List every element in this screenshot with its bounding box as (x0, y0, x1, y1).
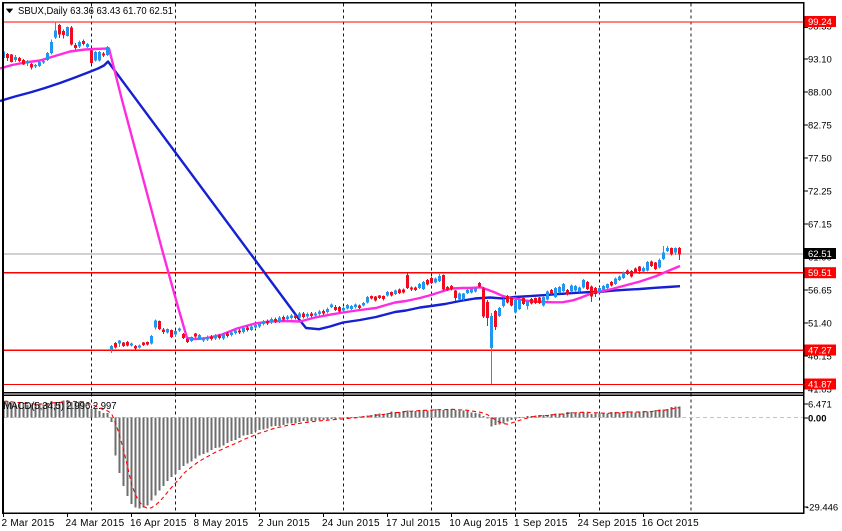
svg-text:10 Aug 2015: 10 Aug 2015 (449, 518, 508, 529)
svg-text:67.15: 67.15 (808, 219, 832, 230)
svg-text:98.35: 98.35 (808, 22, 832, 33)
svg-text:59.51: 59.51 (808, 268, 832, 279)
svg-text:77.50: 77.50 (808, 153, 832, 164)
svg-text:56.65: 56.65 (808, 285, 832, 296)
svg-text:0.00: 0.00 (808, 413, 827, 424)
svg-text:72.25: 72.25 (808, 186, 832, 197)
svg-text:MACD(5,34,5) 2.996 2.997: MACD(5,34,5) 2.996 2.997 (4, 401, 117, 412)
svg-text:-29.446: -29.446 (806, 502, 838, 513)
svg-text:17 Jul 2015: 17 Jul 2015 (386, 518, 441, 529)
svg-text:41.05: 41.05 (808, 384, 832, 395)
svg-text:1 Sep 2015: 1 Sep 2015 (514, 518, 568, 529)
svg-text:24 Sep 2015: 24 Sep 2015 (578, 518, 638, 529)
svg-text:99.24: 99.24 (808, 17, 832, 28)
svg-text:51.40: 51.40 (808, 318, 832, 329)
svg-text:93.10: 93.10 (808, 54, 832, 65)
svg-text:6.471: 6.471 (808, 399, 832, 410)
svg-text:SBUX,Daily 63.36 63.43 61.70: SBUX,Daily 63.36 63.43 61.70 62.51 (18, 5, 173, 17)
svg-text:62.51: 62.51 (808, 249, 832, 260)
svg-text:88.00: 88.00 (808, 87, 832, 98)
svg-text:16 Oct 2015: 16 Oct 2015 (642, 518, 699, 529)
svg-text:16 Apr 2015: 16 Apr 2015 (130, 518, 187, 529)
svg-text:24 Jun 2015: 24 Jun 2015 (322, 518, 380, 529)
svg-text:2 Jun 2015: 2 Jun 2015 (258, 518, 310, 529)
svg-text:2 Mar 2015: 2 Mar 2015 (2, 518, 55, 529)
svg-text:46.15: 46.15 (808, 351, 832, 362)
svg-text:82.75: 82.75 (808, 120, 832, 131)
svg-text:24 Mar 2015: 24 Mar 2015 (66, 518, 125, 529)
svg-text:8 May 2015: 8 May 2015 (194, 518, 249, 529)
svg-text:47.27: 47.27 (808, 345, 832, 356)
svg-text:41.87: 41.87 (808, 379, 832, 390)
